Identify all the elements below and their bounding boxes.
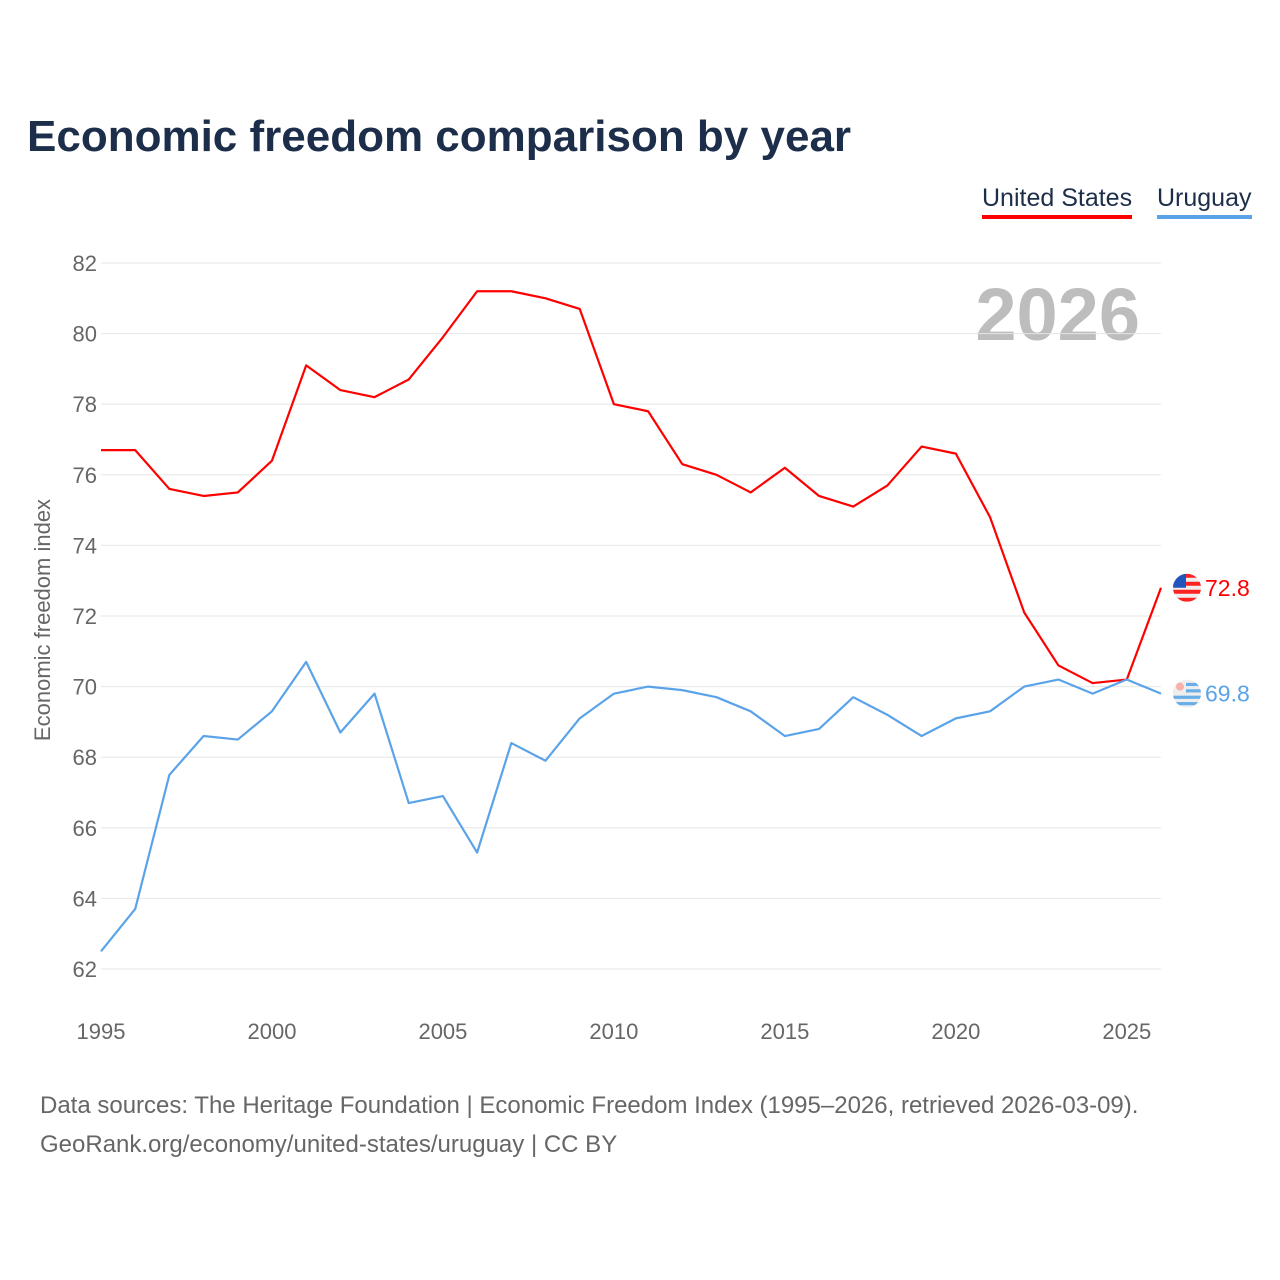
y-tick-label: 74 bbox=[73, 533, 97, 558]
y-tick-label: 78 bbox=[73, 392, 97, 417]
x-tick-label: 2000 bbox=[247, 1019, 296, 1044]
end-label-united-states: 72.8 bbox=[1205, 575, 1250, 601]
y-tick-label: 68 bbox=[73, 745, 97, 770]
y-axis-label: Economic freedom index bbox=[30, 499, 55, 741]
y-tick-label: 66 bbox=[73, 816, 97, 841]
x-tick-label: 2015 bbox=[760, 1019, 809, 1044]
x-tick-label: 2005 bbox=[418, 1019, 467, 1044]
end-label-uruguay: 69.8 bbox=[1205, 681, 1250, 707]
footer-link[interactable]: GeoRank.org/economy/united-states/urugua… bbox=[40, 1131, 618, 1158]
y-tick-label: 80 bbox=[73, 322, 97, 347]
chart-title: Economic freedom comparison by year bbox=[27, 112, 852, 161]
y-tick-label: 70 bbox=[73, 675, 97, 700]
uruguay-flag-icon bbox=[1173, 679, 1201, 708]
x-tick-label: 2010 bbox=[589, 1019, 638, 1044]
footer: Data sources: The Heritage Foundation | … bbox=[40, 1086, 1138, 1164]
legend-item-uruguay[interactable]: Uruguay bbox=[1157, 184, 1252, 219]
series-line-uruguay bbox=[100, 660, 1162, 953]
x-tick-label: 2020 bbox=[931, 1019, 980, 1044]
y-tick-label: 72 bbox=[73, 604, 97, 629]
us-flag-icon bbox=[1173, 573, 1201, 602]
y-tick-label: 76 bbox=[73, 463, 97, 488]
y-tick-label: 62 bbox=[73, 957, 97, 982]
y-tick-label: 64 bbox=[73, 886, 97, 911]
legend-item-united-states[interactable]: United States bbox=[982, 184, 1133, 219]
x-tick-label: 1995 bbox=[77, 1019, 126, 1044]
year-watermark: 2026 bbox=[975, 273, 1140, 356]
footer-sources: Data sources: The Heritage Foundation | … bbox=[40, 1092, 1139, 1119]
series-line-united-states bbox=[101, 290, 1163, 685]
x-tick-label: 2025 bbox=[1102, 1019, 1151, 1044]
y-tick-label: 82 bbox=[73, 251, 97, 276]
